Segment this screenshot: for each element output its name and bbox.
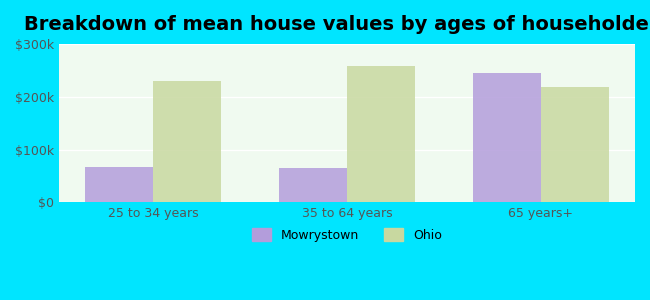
Bar [85,167,153,202]
Legend: Mowrystown, Ohio: Mowrystown, Ohio [247,223,447,247]
Bar [153,81,221,202]
Bar [473,73,541,202]
Bar [279,168,347,202]
Bar [541,87,609,202]
Title: Breakdown of mean house values by ages of householders: Breakdown of mean house values by ages o… [24,15,650,34]
Bar [347,66,415,202]
